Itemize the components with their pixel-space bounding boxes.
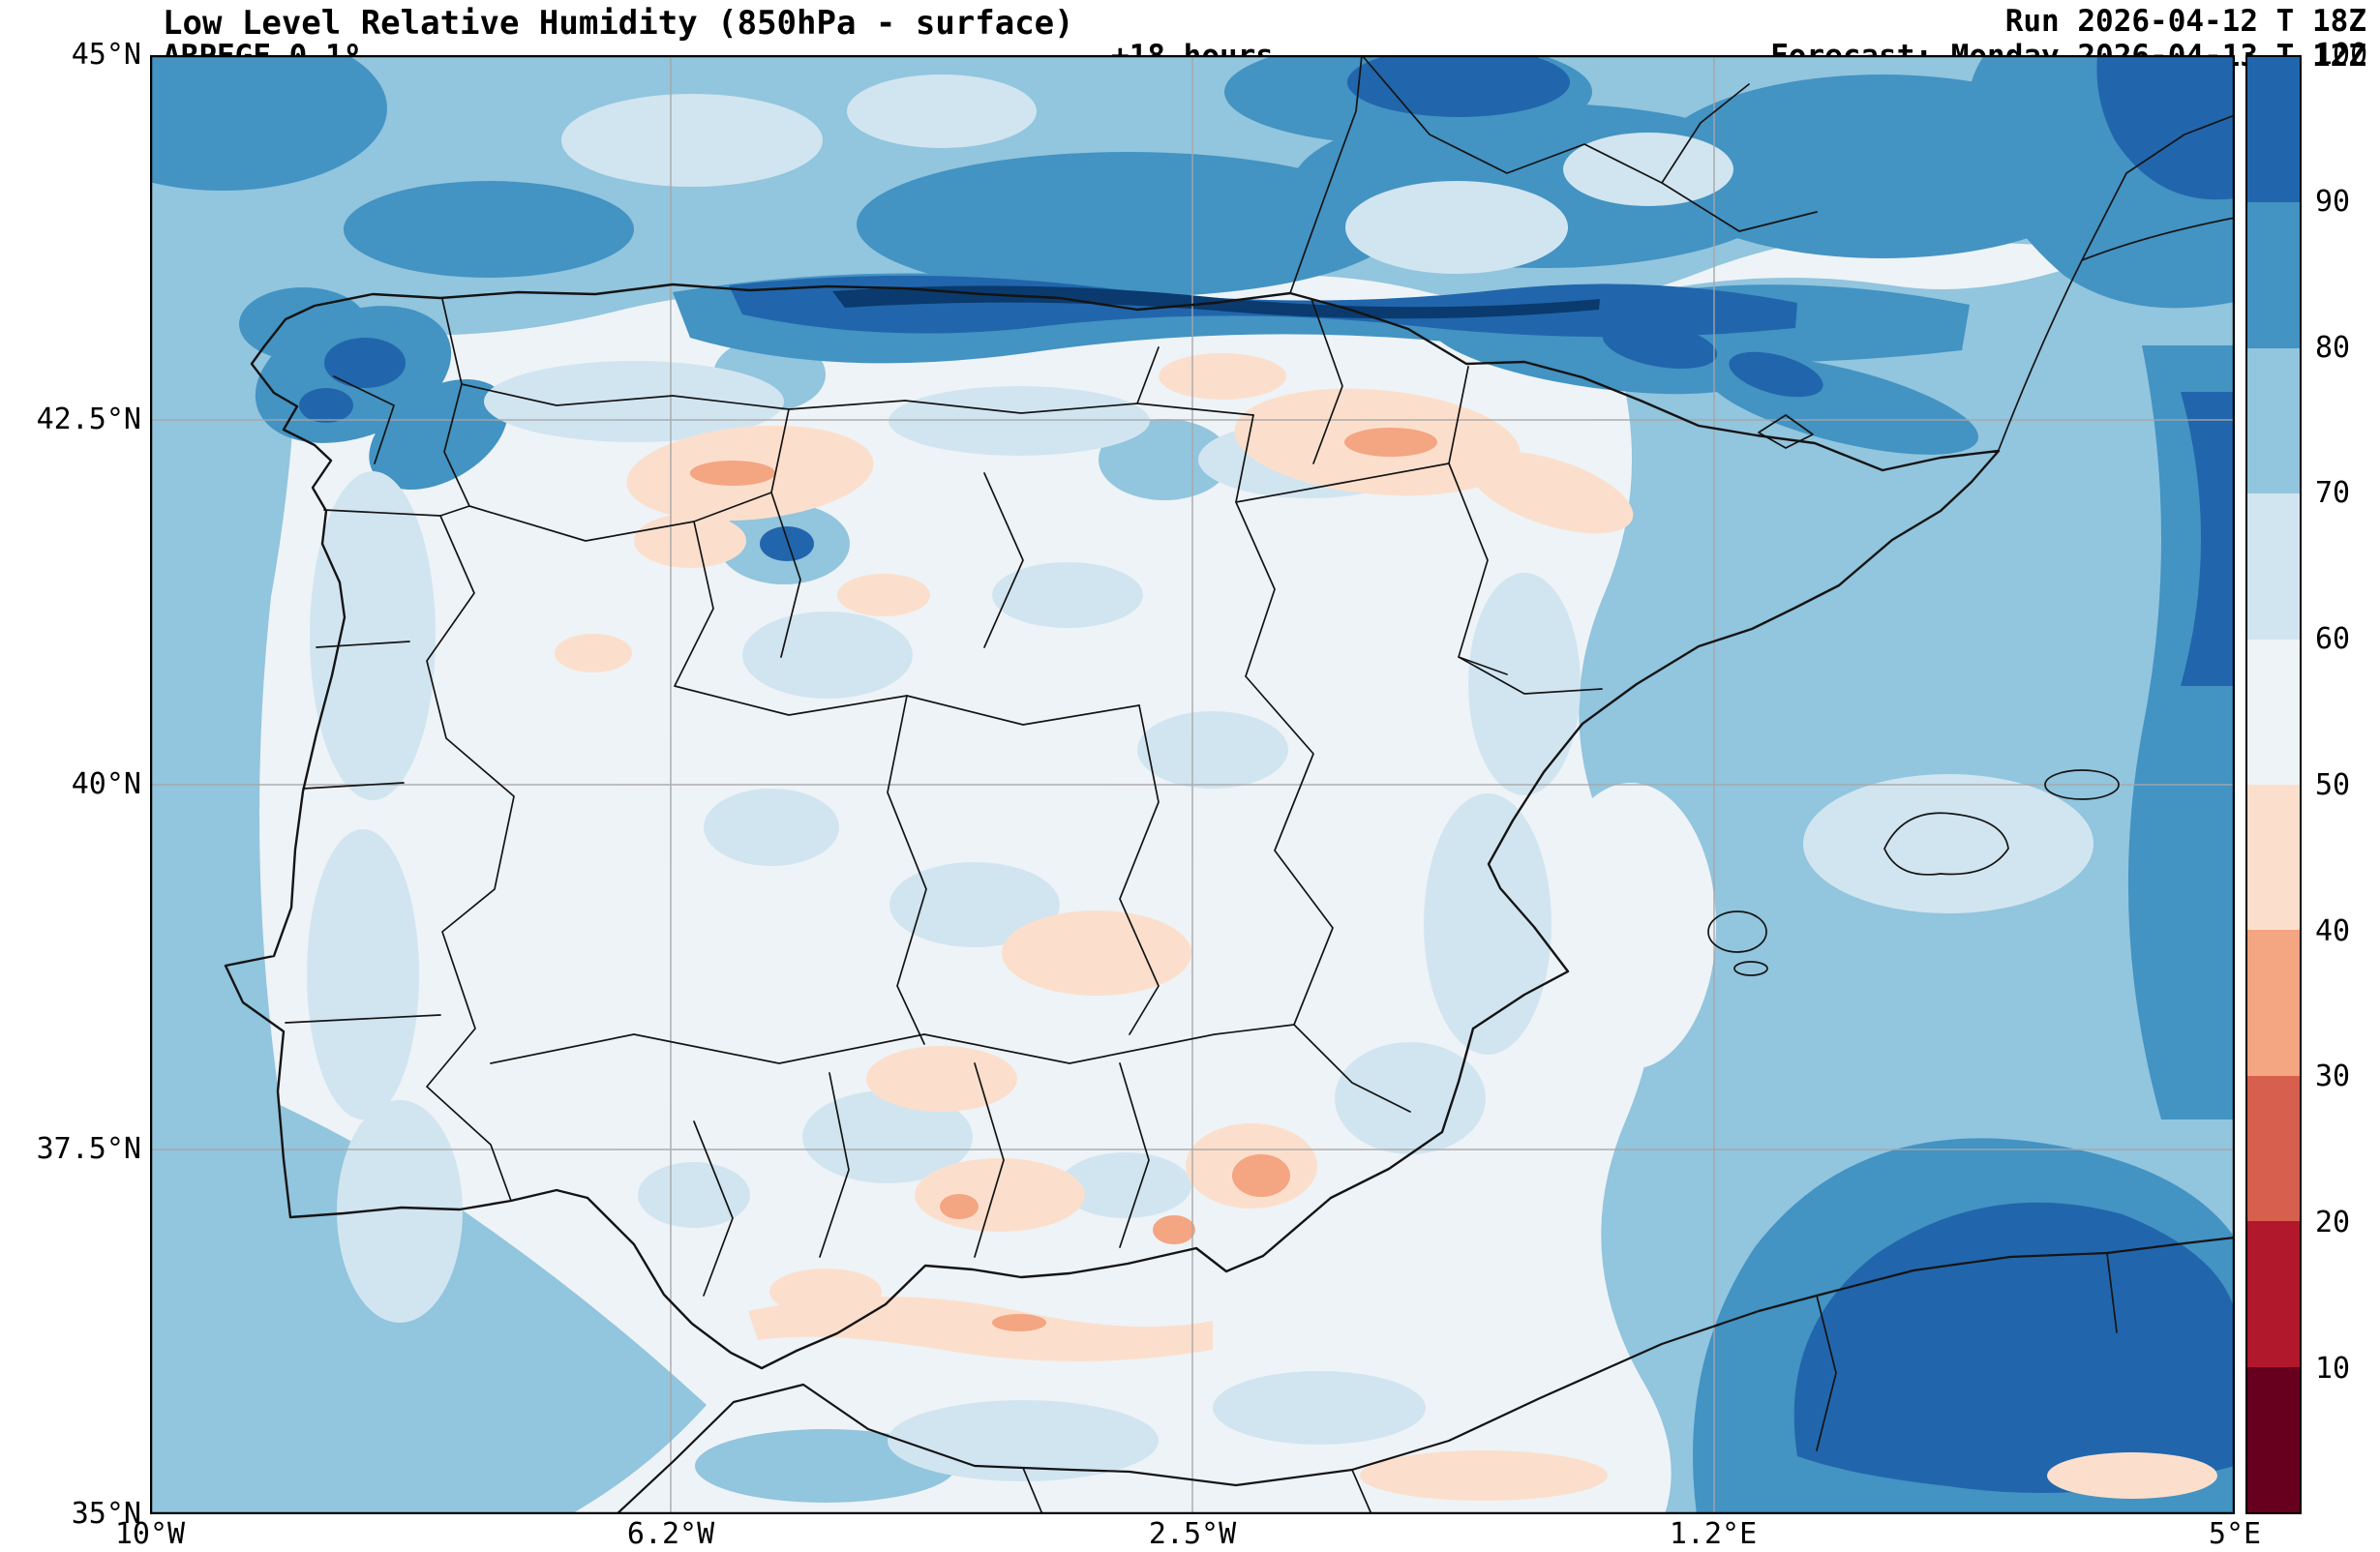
x-tick-6-2w: 6.2°W — [626, 1517, 715, 1551]
colorbar-segment-50-60 — [2247, 639, 2300, 786]
y-tick-42-5n: 42.5°N — [36, 403, 141, 436]
colorbar-segment-20-30 — [2247, 1075, 2300, 1222]
map-plot — [150, 55, 2235, 1514]
colorbar — [2245, 55, 2302, 1514]
colorbar-segment-70-80 — [2247, 347, 2300, 494]
andorra-border — [1758, 414, 1814, 449]
colorbar-tick-60: 60 — [2315, 622, 2351, 656]
portugal-spain-border — [323, 509, 515, 1202]
mallorca-coastline — [1883, 812, 2009, 876]
colorbar-segment-10-20 — [2247, 1221, 2300, 1367]
colorbar-tick-100: 100 — [2315, 38, 2368, 72]
y-tick-45n: 45°N — [71, 38, 141, 72]
x-tick-2-5w: 2.5°W — [1148, 1517, 1237, 1551]
colorbar-segment-80-90 — [2247, 202, 2300, 348]
y-tick-37-5n: 37.5°N — [36, 1132, 141, 1166]
x-tick-5e: 5°E — [2208, 1517, 2262, 1551]
colorbar-tick-90: 90 — [2315, 185, 2351, 219]
colorbar-tick-30: 30 — [2315, 1060, 2351, 1093]
colorbar-tick-70: 70 — [2315, 476, 2351, 510]
colorbar-segment-60-70 — [2247, 493, 2300, 640]
colorbar-tick-80: 80 — [2315, 331, 2351, 365]
colorbar-segment-90-100 — [2247, 57, 2300, 203]
y-tick-35n: 35°N — [71, 1497, 141, 1531]
africa-coastline — [615, 1236, 2235, 1514]
colorbar-tick-50: 50 — [2315, 768, 2351, 802]
colorbar-segment-0-10 — [2247, 1366, 2300, 1513]
x-tick-1-2e: 1.2°E — [1669, 1517, 1758, 1551]
chart-title: Low Level Relative Humidity (850hPa - su… — [163, 4, 1074, 43]
field-60-70 — [307, 75, 2094, 1481]
colorbar-segment-30-40 — [2247, 930, 2300, 1076]
x-tick-10w: 10°W — [114, 1517, 186, 1551]
political-boundaries — [224, 55, 2235, 1514]
colorbar-tick-10: 10 — [2315, 1352, 2351, 1386]
menorca-coastline — [2044, 769, 2120, 800]
field-30-40 — [690, 428, 1437, 1331]
graticule-gridlines — [150, 55, 2235, 1514]
colorbar-segment-40-50 — [2247, 785, 2300, 931]
run-label: Run 2026-04-12 T 18Z — [2004, 4, 2366, 39]
y-tick-40n: 40°N — [71, 767, 141, 801]
colorbar-tick-40: 40 — [2315, 914, 2351, 948]
ibiza-coastline — [1707, 910, 1767, 953]
colorbar-tick-20: 20 — [2315, 1206, 2351, 1239]
field-40-50 — [555, 353, 2217, 1501]
humidity-map-svg — [150, 55, 2235, 1514]
iberia-coastline — [224, 283, 2001, 1370]
formentera-coastline — [1733, 961, 1768, 976]
france-atlantic-coast — [1289, 55, 1363, 294]
plot-frame — [150, 55, 2235, 1514]
